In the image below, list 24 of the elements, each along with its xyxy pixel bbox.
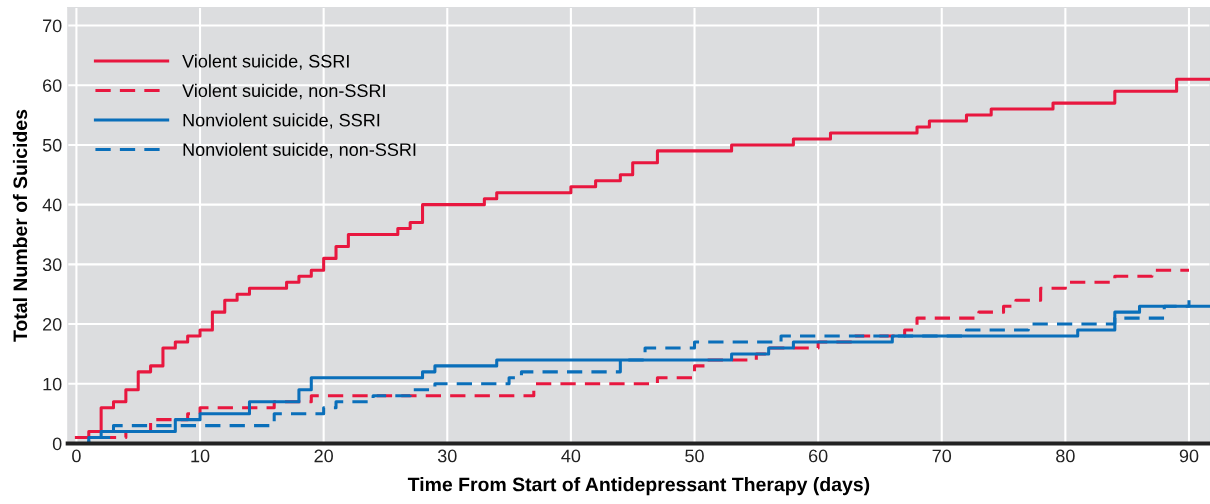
x-axis-title: Time From Start of Antidepressant Therapy (days) — [407, 477, 870, 496]
y-tick-label: 10 — [43, 377, 62, 391]
x-tick-label: 0 — [72, 449, 81, 463]
legend-label: Violent suicide, SSRI — [182, 54, 349, 70]
x-tick-label: 40 — [561, 449, 581, 463]
legend-label: Violent suicide, non-SSRI — [182, 83, 385, 100]
y-tick-label: 60 — [43, 79, 62, 92]
y-tick-label: 50 — [42, 138, 62, 152]
x-tick-label: 70 — [932, 449, 952, 463]
x-tick-label: 50 — [685, 449, 704, 463]
y-tick-label: 0 — [52, 437, 62, 451]
x-tick-label: 60 — [809, 449, 828, 463]
y-tick-label: 30 — [42, 258, 62, 272]
legend-label: Nonviolent suicide, SSRI — [183, 113, 380, 129]
x-tick-label: 30 — [437, 449, 457, 463]
y-tick-label: 20 — [43, 318, 62, 331]
legend-label: Nonviolent suicide, non-SSRI — [183, 142, 416, 159]
x-tick-label: 20 — [314, 449, 333, 463]
y-axis-title: Total Number of Suicides — [12, 109, 28, 342]
y-tick-label: 40 — [42, 198, 62, 212]
x-tick-label: 90 — [1179, 449, 1199, 463]
x-tick-label: 10 — [191, 449, 210, 463]
x-tick-label: 80 — [1056, 449, 1075, 463]
y-tick-label: 70 — [43, 19, 62, 33]
